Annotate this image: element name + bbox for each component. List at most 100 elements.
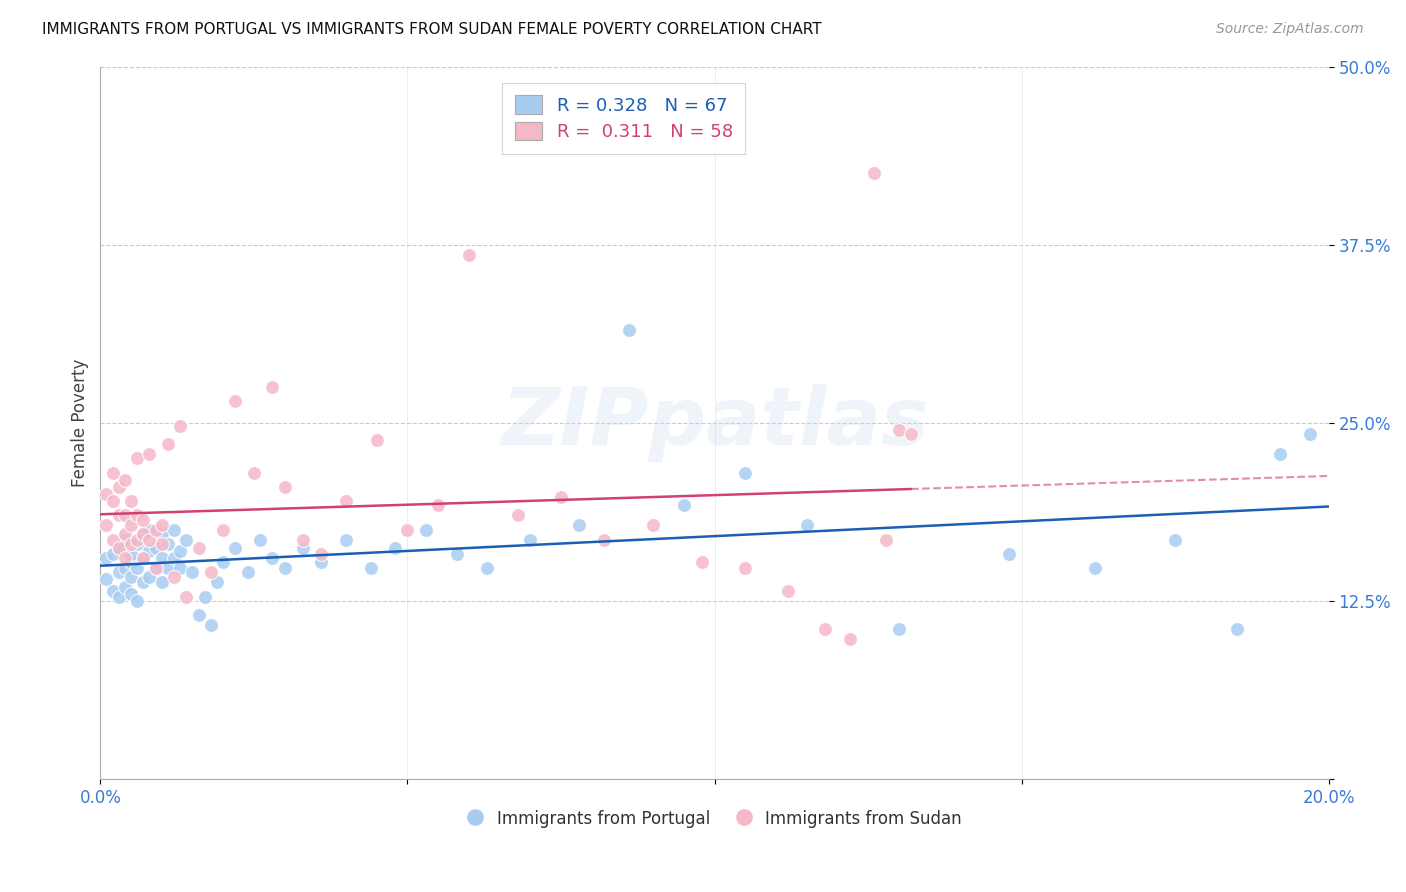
Point — [145, 561, 167, 575]
Point — [101, 583, 124, 598]
Point — [690, 555, 713, 569]
Point — [778, 583, 800, 598]
Point — [107, 541, 129, 555]
Point — [641, 518, 664, 533]
Point — [863, 166, 886, 180]
Point — [150, 518, 173, 533]
Point — [150, 527, 173, 541]
Point — [120, 587, 142, 601]
Point — [132, 551, 155, 566]
Point — [734, 561, 756, 575]
Point — [107, 480, 129, 494]
Point — [132, 527, 155, 541]
Point — [127, 561, 149, 575]
Point — [163, 523, 186, 537]
Point — [127, 533, 149, 547]
Point — [236, 566, 259, 580]
Point — [335, 494, 357, 508]
Point — [120, 494, 142, 508]
Point — [163, 569, 186, 583]
Point — [101, 466, 124, 480]
Point — [384, 541, 406, 555]
Point — [176, 590, 198, 604]
Point — [114, 527, 136, 541]
Point — [212, 555, 235, 569]
Point — [273, 480, 295, 494]
Point — [506, 508, 529, 523]
Point — [114, 551, 136, 566]
Point — [187, 608, 209, 623]
Point — [366, 433, 388, 447]
Point — [127, 508, 149, 523]
Point — [1164, 533, 1187, 547]
Point — [120, 547, 142, 561]
Point — [1225, 623, 1247, 637]
Point — [127, 594, 149, 608]
Point — [96, 551, 118, 566]
Point — [796, 518, 818, 533]
Point — [145, 561, 167, 575]
Point — [127, 537, 149, 551]
Point — [156, 561, 179, 575]
Legend: Immigrants from Portugal, Immigrants from Sudan: Immigrants from Portugal, Immigrants fro… — [460, 804, 969, 835]
Point — [249, 533, 271, 547]
Point — [360, 561, 382, 575]
Point — [120, 518, 142, 533]
Point — [194, 590, 217, 604]
Point — [107, 541, 129, 555]
Point — [96, 487, 118, 501]
Point — [519, 533, 541, 547]
Point — [875, 533, 897, 547]
Point — [617, 323, 640, 337]
Point — [262, 380, 284, 394]
Point — [311, 555, 333, 569]
Point — [427, 499, 450, 513]
Point — [138, 447, 160, 461]
Text: IMMIGRANTS FROM PORTUGAL VS IMMIGRANTS FROM SUDAN FEMALE POVERTY CORRELATION CHA: IMMIGRANTS FROM PORTUGAL VS IMMIGRANTS F… — [42, 22, 821, 37]
Point — [138, 523, 160, 537]
Text: Source: ZipAtlas.com: Source: ZipAtlas.com — [1216, 22, 1364, 37]
Point — [1299, 427, 1322, 442]
Point — [887, 423, 910, 437]
Point — [900, 427, 922, 442]
Point — [114, 561, 136, 575]
Point — [1268, 447, 1291, 461]
Point — [224, 541, 246, 555]
Point — [205, 575, 228, 590]
Point — [132, 513, 155, 527]
Point — [107, 590, 129, 604]
Point — [1084, 561, 1107, 575]
Point — [224, 394, 246, 409]
Point — [292, 541, 315, 555]
Point — [200, 566, 222, 580]
Point — [132, 575, 155, 590]
Point — [998, 547, 1021, 561]
Point — [101, 533, 124, 547]
Point — [138, 544, 160, 558]
Point — [672, 499, 695, 513]
Point — [593, 533, 616, 547]
Point — [101, 494, 124, 508]
Point — [120, 569, 142, 583]
Point — [477, 561, 499, 575]
Point — [120, 537, 142, 551]
Point — [107, 508, 129, 523]
Point — [457, 247, 479, 261]
Point — [169, 544, 191, 558]
Point — [169, 418, 191, 433]
Point — [96, 518, 118, 533]
Point — [734, 466, 756, 480]
Point — [262, 551, 284, 566]
Point — [101, 547, 124, 561]
Point — [187, 541, 209, 555]
Point — [212, 523, 235, 537]
Text: ZIPpatlas: ZIPpatlas — [501, 384, 928, 462]
Point — [838, 632, 860, 647]
Point — [169, 561, 191, 575]
Point — [243, 466, 266, 480]
Point — [446, 547, 468, 561]
Point — [138, 533, 160, 547]
Point — [114, 473, 136, 487]
Point — [138, 569, 160, 583]
Point — [150, 551, 173, 566]
